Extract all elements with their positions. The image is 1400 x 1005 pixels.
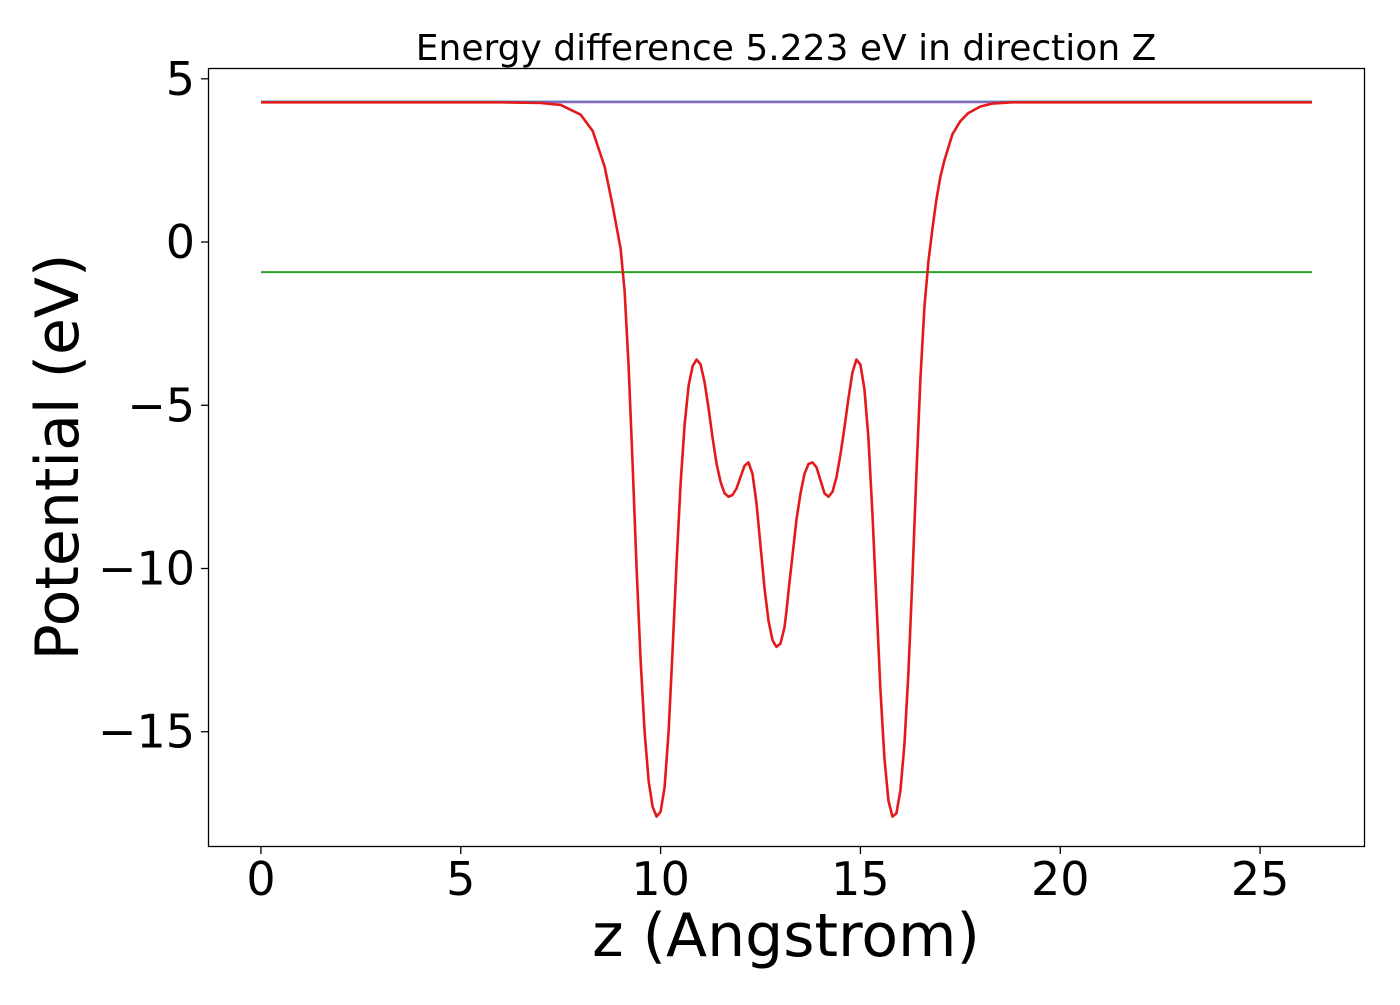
x-axis-ticks: 0 5 10 15 20 25 [246,846,1289,906]
x-tick-label: 25 [1231,852,1290,906]
x-tick-label: 0 [246,852,275,906]
x-axis-label: z (Angstrom) [592,901,980,971]
y-axis-ticks: 5 0 −5 −10 −15 [98,52,209,759]
x-tick-label: 15 [831,852,890,906]
x-tick-label: 5 [446,852,475,906]
series-layer [261,100,1312,818]
y-tick-label: 0 [166,215,195,269]
chart-title: Energy difference 5.223 eV in direction … [416,28,1157,69]
x-tick-label: 20 [1031,852,1090,906]
x-tick-label: 10 [631,852,690,906]
y-axis-label: Potential (eV) [23,254,93,661]
y-tick-label: −5 [127,378,195,432]
y-tick-label: −15 [98,705,195,759]
plot-frame [207,67,1366,848]
series-line-4 [261,101,1312,818]
y-tick-label: 5 [166,52,195,106]
y-tick-label: −10 [98,542,195,596]
